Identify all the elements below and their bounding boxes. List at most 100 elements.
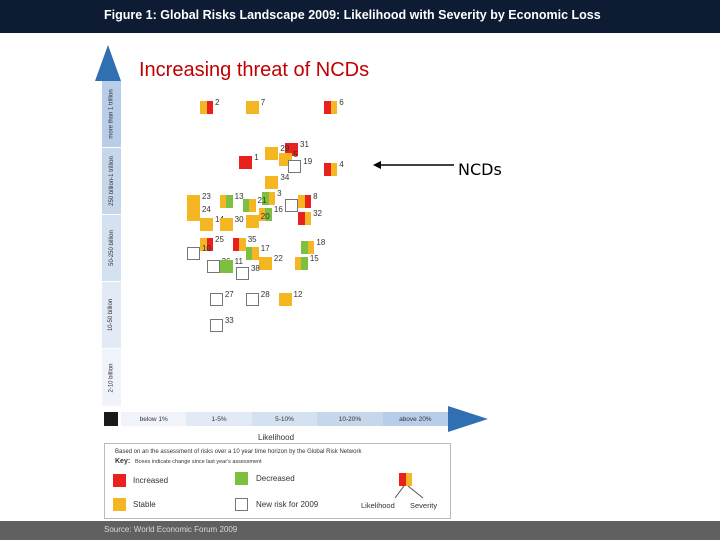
risk-marker-35 bbox=[232, 237, 246, 251]
x-band: above 20% bbox=[382, 412, 449, 426]
marker-severity-half bbox=[285, 292, 292, 306]
callout-arrowhead bbox=[373, 161, 381, 169]
marker-likelihood-half bbox=[298, 211, 305, 225]
marker-likelihood-half bbox=[242, 198, 250, 212]
risk-label-10: 10 bbox=[201, 244, 211, 254]
risk-marker-16 bbox=[258, 208, 272, 222]
legend-split-box bbox=[399, 473, 412, 486]
legend-subtitle: Boxes indicate change since last year's … bbox=[135, 459, 262, 465]
legend-split-left bbox=[399, 473, 406, 486]
y-band-4: 10-50 billion bbox=[102, 282, 121, 348]
risk-label-13: 13 bbox=[234, 192, 244, 202]
legend-label-likelihood: Likelihood bbox=[361, 501, 395, 510]
risk-label-2: 2 bbox=[215, 98, 220, 107]
y-band-label: more than 1 trillion bbox=[108, 89, 115, 139]
marker-likelihood-half bbox=[219, 218, 227, 231]
marker-severity-half bbox=[271, 146, 279, 160]
risk-marker-6 bbox=[324, 101, 338, 114]
marker-likelihood-half bbox=[285, 143, 292, 157]
risk-marker-25 bbox=[200, 237, 214, 251]
risk-marker-32 bbox=[298, 211, 312, 225]
marker-likelihood-half bbox=[219, 260, 227, 274]
title-bar: Figure 1: Global Risks Landscape 2009: L… bbox=[0, 0, 720, 33]
legend-swatch-stable bbox=[113, 498, 126, 511]
risk-marker-23 bbox=[186, 195, 200, 209]
legend-label-increased: Increased bbox=[133, 476, 169, 485]
marker-severity-half bbox=[252, 214, 259, 228]
marker-severity-half bbox=[291, 143, 299, 157]
marker-likelihood-half bbox=[324, 101, 331, 114]
risk-marker-8 bbox=[298, 195, 312, 209]
marker-severity-half bbox=[193, 195, 200, 209]
risk-label-19: 19 bbox=[303, 156, 313, 166]
y-band-3: 50-250 billion bbox=[102, 215, 121, 281]
risk-label-30: 30 bbox=[234, 215, 244, 224]
marker-likelihood-half bbox=[262, 192, 269, 205]
risk-marker-13 bbox=[219, 195, 233, 209]
x-band: below 1% bbox=[121, 412, 187, 426]
marker-likelihood-half bbox=[265, 146, 272, 160]
axis-corner-square bbox=[104, 412, 118, 426]
risk-label-35: 35 bbox=[247, 234, 257, 244]
risk-marker-11 bbox=[219, 260, 233, 274]
risk-marker-27 bbox=[209, 292, 223, 306]
legend-pointer-right bbox=[407, 486, 424, 499]
marker-likelihood-half bbox=[245, 101, 253, 114]
marker-likelihood-half bbox=[186, 195, 194, 209]
risk-marker-38 bbox=[235, 266, 249, 280]
marker-severity-half bbox=[265, 208, 272, 222]
marker-likelihood-half bbox=[324, 162, 331, 176]
risk-marker-24 bbox=[186, 208, 200, 222]
y-band-label: 2-10 billion bbox=[108, 362, 115, 393]
risk-label-5: 5 bbox=[293, 150, 298, 159]
x-axis-arrowhead bbox=[448, 406, 488, 432]
marker-likelihood-half bbox=[294, 257, 302, 270]
risk-marker-4 bbox=[324, 162, 338, 176]
risk-label-33: 33 bbox=[224, 315, 234, 325]
marker-likelihood-half bbox=[239, 156, 246, 170]
risk-marker-2 bbox=[200, 101, 214, 114]
marker-severity-half bbox=[226, 218, 233, 231]
risk-marker-9 bbox=[285, 198, 299, 212]
risk-marker-29 bbox=[265, 146, 279, 160]
marker-severity-half bbox=[301, 257, 308, 270]
legend-split-right bbox=[405, 473, 412, 486]
y-band-2: 250 billion-1 trillion bbox=[102, 148, 121, 214]
risk-label-7: 7 bbox=[260, 98, 266, 107]
marker-severity-half bbox=[252, 101, 259, 114]
marker-severity-half bbox=[285, 153, 292, 166]
risk-marker-28 bbox=[245, 292, 259, 306]
marker-severity-half bbox=[271, 175, 279, 189]
x-band: 1-5% bbox=[186, 412, 252, 426]
marker-severity-half bbox=[226, 260, 233, 274]
marker-severity-half bbox=[245, 156, 253, 170]
marker-severity-half bbox=[252, 247, 259, 261]
risk-label-18: 18 bbox=[316, 237, 326, 247]
legend-split-pointers bbox=[394, 486, 424, 499]
marker-likelihood-half bbox=[258, 208, 266, 222]
y-band-label: 50-250 billion bbox=[108, 230, 115, 266]
risk-label-21: 21 bbox=[257, 195, 267, 205]
risk-marker-18 bbox=[301, 240, 315, 254]
risk-label-8: 8 bbox=[313, 192, 318, 202]
risk-marker-5 bbox=[278, 153, 292, 166]
risk-marker-34 bbox=[265, 175, 279, 189]
marker-severity-half bbox=[239, 237, 246, 251]
marker-severity-half bbox=[268, 192, 276, 205]
marker-severity-half bbox=[206, 218, 214, 231]
marker-severity-half bbox=[226, 195, 233, 209]
marker-severity-half bbox=[206, 101, 214, 114]
risk-label-25: 25 bbox=[215, 234, 224, 244]
marker-severity-half bbox=[304, 211, 312, 225]
marker-likelihood-half bbox=[245, 214, 253, 228]
x-axis-label: Likelihood bbox=[258, 433, 295, 442]
y-band-1: more than 1 trillion bbox=[102, 81, 121, 147]
risk-label-38: 38 bbox=[250, 263, 260, 273]
risk-marker-15 bbox=[294, 257, 308, 270]
legend-swatch-increased bbox=[113, 474, 126, 487]
risk-marker-21 bbox=[242, 198, 256, 212]
risk-label-14: 14 bbox=[215, 215, 224, 224]
risk-label-3: 3 bbox=[277, 189, 282, 198]
risk-marker-3 bbox=[262, 192, 276, 205]
legend-label-stable: Stable bbox=[133, 500, 156, 509]
